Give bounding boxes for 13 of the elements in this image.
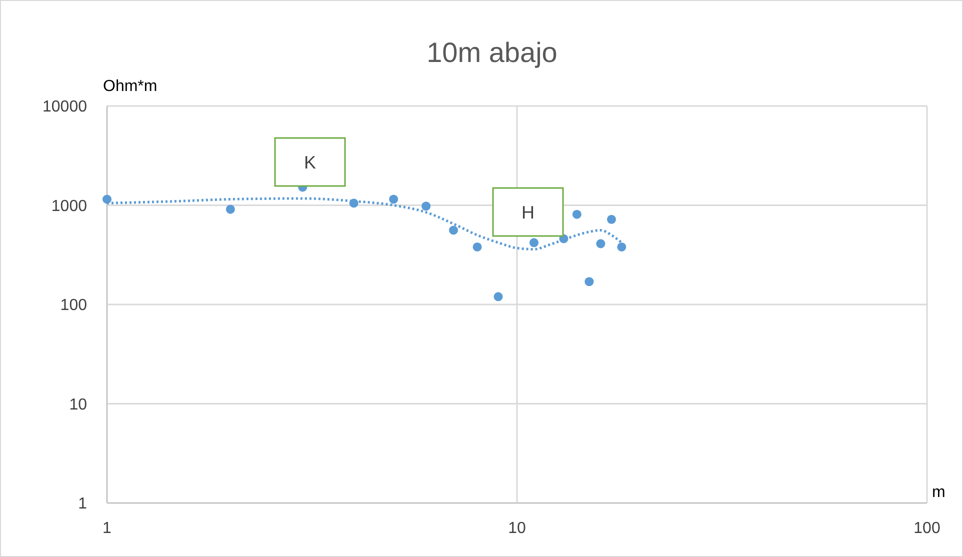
- y-axis-title: Ohm*m: [103, 78, 158, 95]
- y-tick-label: 10: [69, 396, 88, 414]
- annotation: H: [522, 202, 534, 222]
- chart-title: 10m abajo: [426, 37, 558, 68]
- y-tick-label: 1: [78, 496, 88, 513]
- annotation: K: [304, 152, 316, 172]
- x-tick-label: 100: [914, 520, 940, 537]
- y-tick-label: 10000: [42, 98, 88, 116]
- x-axis-title: m: [932, 484, 946, 501]
- y-tick-label: 100: [60, 297, 88, 314]
- y-tick-label: 1000: [51, 198, 88, 215]
- x-tick-label: 1: [102, 520, 112, 537]
- x-tick-label: 10: [508, 520, 526, 537]
